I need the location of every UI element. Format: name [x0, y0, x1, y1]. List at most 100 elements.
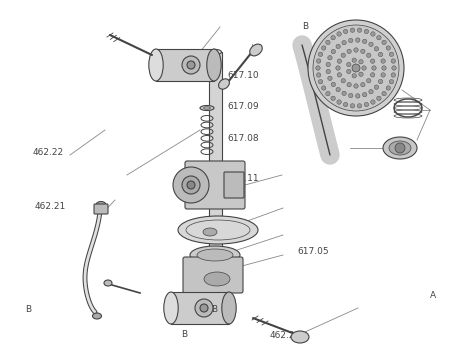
Circle shape [321, 46, 326, 50]
Circle shape [356, 38, 360, 42]
Circle shape [382, 91, 386, 96]
Circle shape [354, 84, 358, 88]
Text: 617.09: 617.09 [228, 102, 259, 111]
Circle shape [362, 39, 367, 43]
Circle shape [349, 93, 353, 98]
Circle shape [369, 42, 373, 47]
Circle shape [328, 56, 332, 60]
Circle shape [319, 79, 323, 84]
Circle shape [386, 46, 391, 50]
Circle shape [352, 74, 356, 78]
Circle shape [350, 104, 355, 108]
Circle shape [357, 28, 362, 32]
Circle shape [337, 59, 342, 63]
Circle shape [182, 176, 200, 194]
Circle shape [361, 49, 365, 54]
Circle shape [371, 100, 375, 104]
Circle shape [337, 73, 342, 77]
Ellipse shape [208, 49, 221, 55]
Circle shape [364, 102, 369, 107]
Ellipse shape [204, 272, 230, 286]
Circle shape [331, 82, 336, 87]
Circle shape [337, 100, 341, 104]
Circle shape [326, 62, 331, 67]
Text: A: A [430, 291, 436, 300]
Circle shape [317, 59, 321, 63]
Circle shape [395, 143, 405, 153]
Circle shape [337, 32, 341, 36]
Circle shape [371, 32, 375, 36]
Text: 462.20: 462.20 [270, 331, 301, 341]
Circle shape [341, 78, 345, 83]
Circle shape [392, 66, 396, 70]
Ellipse shape [200, 105, 214, 111]
Circle shape [321, 86, 326, 90]
Ellipse shape [204, 107, 211, 109]
Circle shape [366, 53, 371, 57]
Text: 617.11: 617.11 [228, 174, 259, 183]
Text: 617.05: 617.05 [298, 247, 329, 257]
Ellipse shape [291, 331, 309, 343]
Ellipse shape [178, 216, 258, 244]
Text: 617.08: 617.08 [228, 134, 259, 143]
Circle shape [342, 41, 346, 45]
Bar [156, 49, 214, 81]
Circle shape [381, 59, 385, 63]
Circle shape [328, 76, 332, 80]
Text: B: B [302, 22, 308, 31]
Text: 617.10: 617.10 [228, 71, 259, 80]
Text: B: B [212, 305, 218, 314]
Circle shape [336, 44, 340, 49]
Circle shape [374, 85, 379, 89]
Circle shape [319, 52, 323, 56]
Circle shape [173, 167, 209, 203]
Circle shape [354, 48, 358, 52]
Circle shape [352, 64, 360, 72]
Ellipse shape [149, 49, 163, 81]
Circle shape [182, 56, 200, 74]
Ellipse shape [250, 44, 262, 56]
Circle shape [308, 20, 404, 116]
FancyBboxPatch shape [94, 204, 108, 214]
Circle shape [187, 61, 195, 69]
Circle shape [347, 49, 352, 54]
FancyBboxPatch shape [185, 161, 245, 209]
Ellipse shape [219, 79, 229, 89]
Circle shape [359, 60, 363, 64]
Circle shape [349, 38, 353, 43]
Circle shape [317, 73, 321, 77]
Bar [208, 52, 221, 295]
FancyBboxPatch shape [224, 172, 244, 198]
Circle shape [346, 62, 351, 67]
Circle shape [326, 69, 331, 74]
Text: B: B [181, 330, 187, 339]
Circle shape [389, 52, 394, 56]
Ellipse shape [164, 292, 178, 324]
Circle shape [362, 66, 366, 70]
Ellipse shape [222, 292, 236, 324]
Circle shape [336, 66, 340, 70]
Bar [171, 292, 229, 324]
Circle shape [391, 73, 396, 77]
Circle shape [379, 79, 383, 84]
Circle shape [341, 53, 345, 57]
Circle shape [331, 49, 336, 54]
Circle shape [382, 40, 386, 44]
Text: B: B [26, 305, 32, 314]
Circle shape [357, 104, 362, 108]
Circle shape [377, 96, 381, 100]
Circle shape [195, 299, 213, 317]
Circle shape [366, 78, 371, 83]
Circle shape [389, 79, 394, 84]
Circle shape [371, 59, 375, 63]
Ellipse shape [203, 228, 217, 236]
Circle shape [336, 88, 340, 92]
Ellipse shape [383, 137, 417, 159]
Circle shape [350, 28, 355, 32]
Circle shape [362, 92, 367, 97]
Circle shape [346, 69, 351, 73]
FancyBboxPatch shape [183, 257, 243, 293]
Circle shape [386, 86, 391, 90]
Circle shape [381, 73, 385, 77]
Circle shape [356, 94, 360, 98]
